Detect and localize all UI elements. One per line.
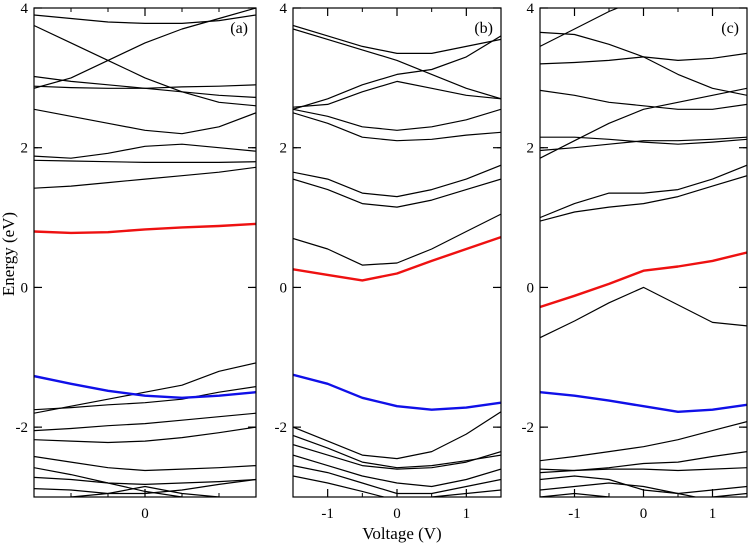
- band-line: [34, 143, 256, 159]
- band-line: [55, 485, 226, 497]
- x-tick-label: 1: [709, 506, 717, 522]
- blue-band-line: [540, 391, 747, 413]
- band-line: [293, 28, 501, 100]
- band-line: [34, 24, 256, 107]
- band-line: [540, 31, 747, 96]
- blue-band-line: [293, 373, 501, 411]
- x-tick-label: 1: [463, 506, 471, 522]
- band-line: [540, 482, 699, 497]
- band-line: [293, 24, 501, 55]
- panel-series-group: [540, 8, 747, 497]
- band-line: [34, 412, 256, 432]
- band-line: [293, 434, 501, 469]
- band-line: [34, 166, 256, 189]
- band-line: [540, 52, 747, 65]
- y-tick-label: 4: [280, 1, 288, 17]
- band-line: [34, 467, 189, 497]
- band-line: [540, 467, 747, 474]
- panel-label: (b): [474, 20, 493, 37]
- band-line: [34, 14, 256, 24]
- y-tick-label: 0: [527, 280, 535, 296]
- band-line: [293, 164, 501, 198]
- x-tick-label: 0: [141, 506, 149, 522]
- panel-1: -2 0 2 4 -1 0 1 (b): [275, 1, 502, 522]
- x-tick-label: 0: [393, 506, 401, 522]
- x-tick-label: 0: [640, 506, 648, 522]
- band-line: [293, 80, 501, 108]
- band-line: [540, 164, 747, 219]
- band-line: [34, 8, 256, 89]
- panel-2: -2 0 2 4 -1 0 1 (c): [522, 1, 748, 522]
- band-line: [34, 386, 256, 411]
- y-tick-label: 2: [527, 141, 535, 157]
- band-line: [34, 362, 256, 414]
- band-line: [540, 136, 747, 152]
- band-line: [34, 159, 256, 163]
- x-tick-label: -1: [568, 506, 581, 522]
- band-line: [540, 421, 747, 462]
- band-line: [540, 8, 620, 48]
- y-tick-label: 4: [21, 1, 29, 17]
- blue-band-line: [34, 374, 256, 399]
- band-line: [293, 178, 501, 208]
- band-line: [34, 108, 256, 135]
- y-tick-label: 4: [527, 1, 535, 17]
- y-tick-label: 2: [280, 141, 288, 157]
- y-axis-label: Energy (eV): [0, 212, 18, 296]
- y-tick-label: -2: [522, 420, 535, 436]
- y-tick-label: 0: [280, 280, 288, 296]
- panel-frame: [539, 7, 748, 498]
- x-tick-label: -1: [321, 506, 334, 522]
- panel-series-group: [34, 8, 256, 497]
- band-line: [293, 112, 501, 142]
- band-line: [293, 213, 501, 266]
- band-line: [540, 175, 747, 222]
- band-line: [540, 136, 747, 145]
- band-line: [34, 426, 256, 444]
- band-line: [540, 286, 747, 339]
- band-line: [293, 411, 501, 460]
- panel-series-group: [293, 24, 501, 497]
- y-tick-label: 0: [21, 280, 29, 296]
- red-band-line: [293, 235, 501, 282]
- band-line: [293, 35, 501, 110]
- band-line: [34, 476, 256, 485]
- panel-0: -2 0 2 4 0 (a): [16, 1, 257, 522]
- y-tick-label: -2: [16, 420, 29, 436]
- red-band-line: [34, 222, 256, 235]
- band-line: [540, 89, 747, 110]
- x-axis-label: Voltage (V): [362, 524, 441, 543]
- band-line: [540, 451, 747, 472]
- panel-label: (c): [721, 20, 739, 37]
- band-line: [34, 84, 256, 89]
- band-line: [293, 454, 501, 488]
- band-line: [540, 87, 747, 159]
- band-line: [293, 444, 501, 470]
- y-tick-label: -2: [275, 420, 288, 436]
- band-line: [34, 455, 256, 472]
- red-band-line: [540, 251, 747, 309]
- panel-label: (a): [230, 20, 248, 37]
- y-tick-label: 2: [21, 141, 29, 157]
- band-line: [293, 108, 501, 131]
